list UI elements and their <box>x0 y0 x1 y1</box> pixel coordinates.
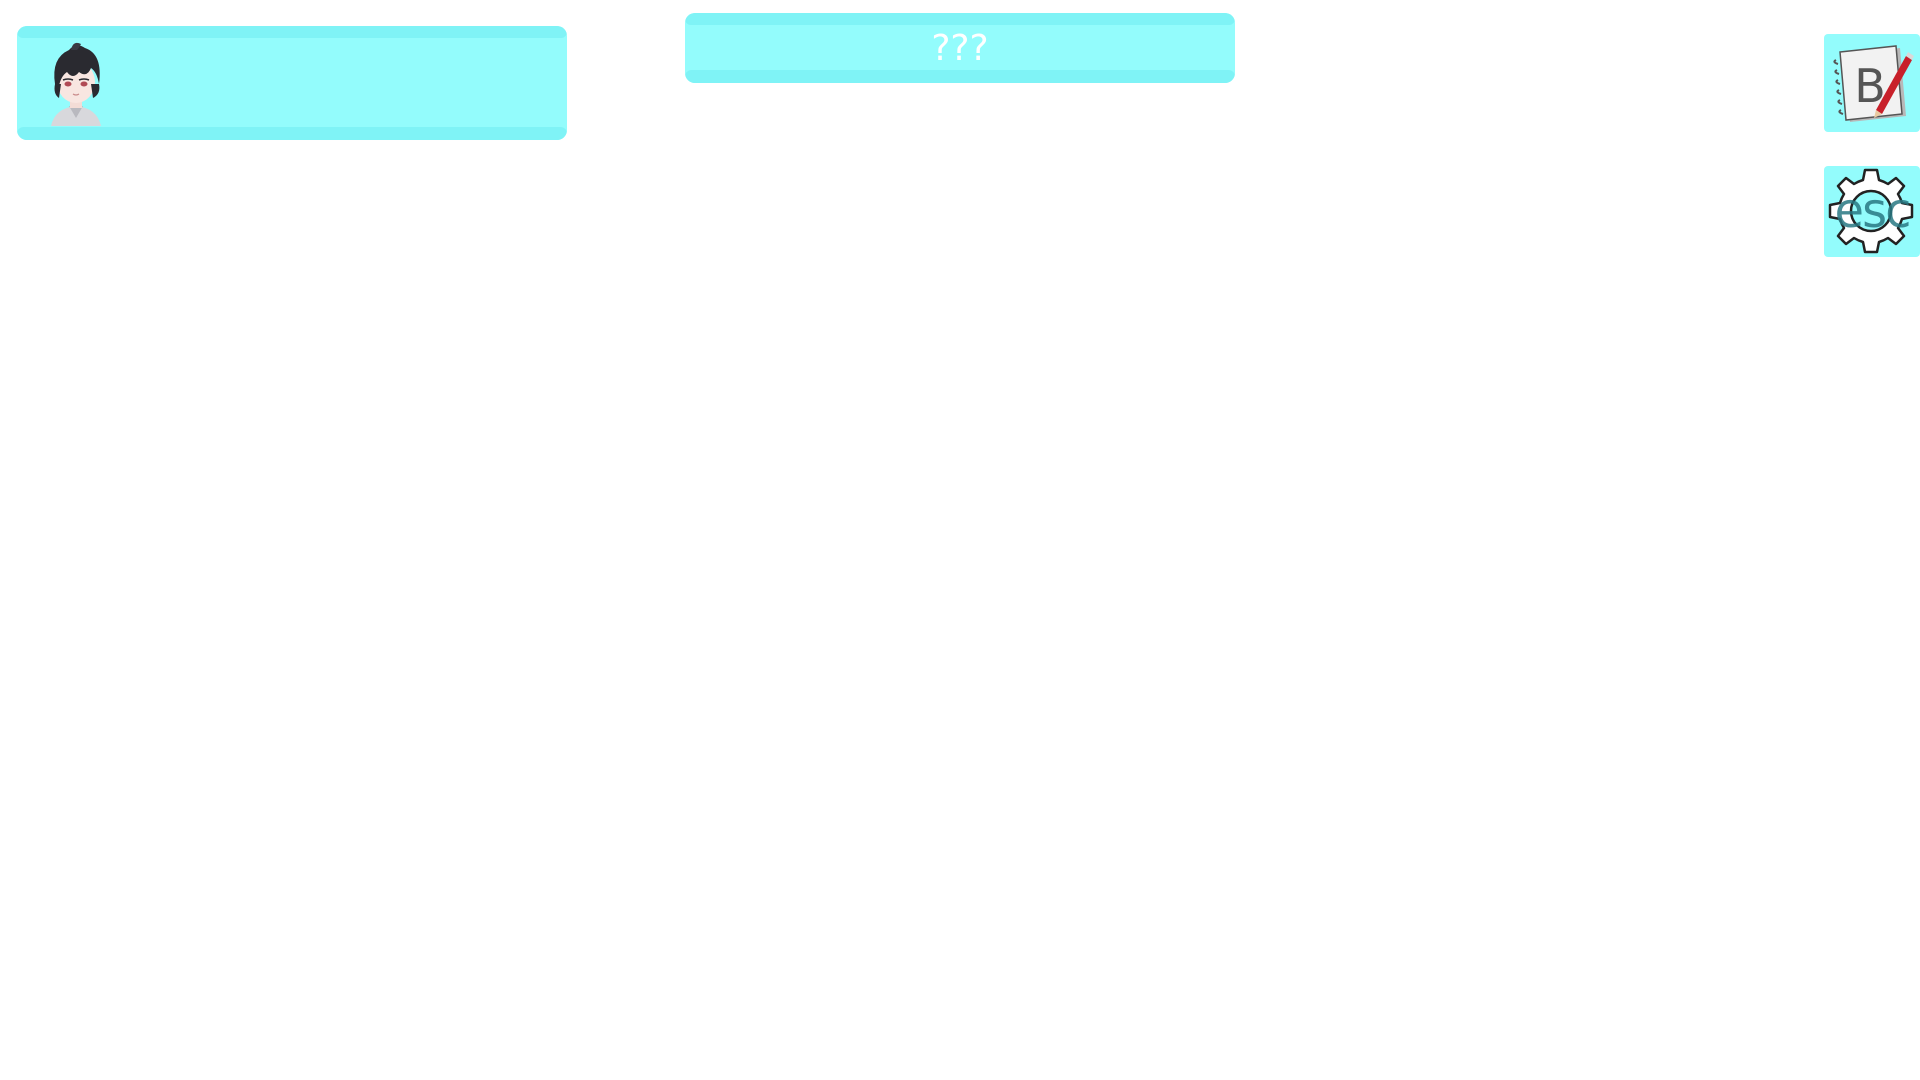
settings-button-label: esc <box>1834 183 1912 239</box>
notebook-button[interactable]: B <box>1824 34 1920 132</box>
player-portrait-icon <box>51 42 101 126</box>
location-banner: ??? <box>685 13 1235 83</box>
notebook-icon: B <box>1833 45 1914 122</box>
gear-icon <box>1828 168 1914 254</box>
player-status-panel <box>17 26 567 140</box>
location-name: ??? <box>931 28 989 69</box>
settings-button[interactable]: esc <box>1824 166 1920 257</box>
